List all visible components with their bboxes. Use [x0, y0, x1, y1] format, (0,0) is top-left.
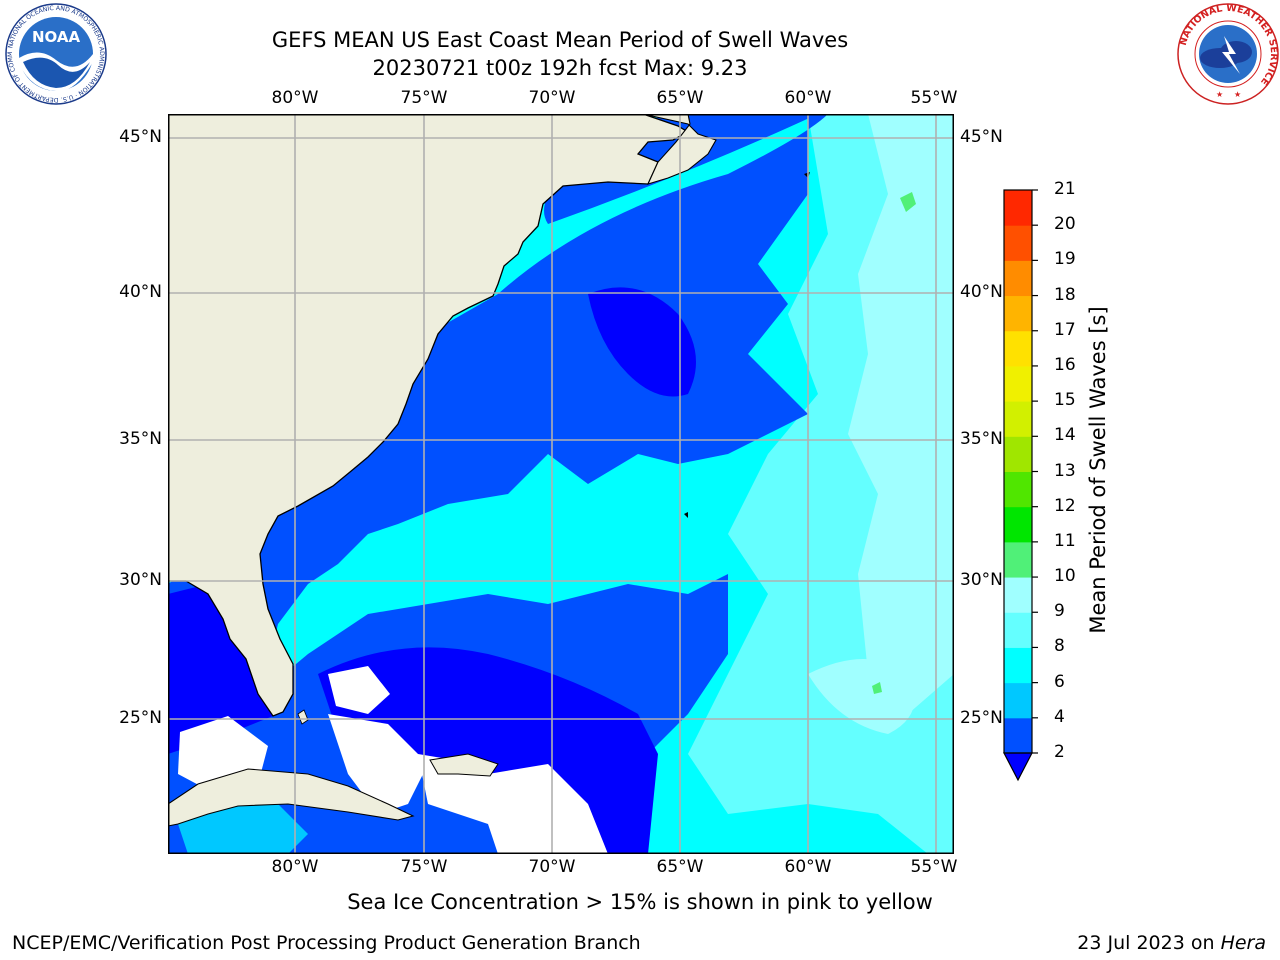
map-frame	[168, 114, 954, 854]
land-bermuda	[684, 512, 688, 518]
run-date-text: 23 Jul 2023 on	[1077, 932, 1221, 954]
run-date: 23 Jul 2023 on Hera	[1077, 932, 1266, 954]
sea-ice-note: Sea Ice Concentration > 15% is shown in …	[347, 890, 933, 914]
colorbar-segment	[1004, 541, 1032, 578]
colorbar-segment	[1004, 260, 1032, 297]
lon-label-bottom: 60°W	[784, 857, 832, 877]
land-bahamas	[297, 709, 309, 725]
colorbar-label: 8	[1054, 636, 1065, 657]
colorbar-title: Mean Period of Swell Waves [s]	[1086, 306, 1110, 634]
ocean-band-2s-gulf	[168, 584, 278, 754]
colorbar-segment	[1004, 682, 1032, 719]
lon-label-top: 65°W	[656, 88, 704, 108]
colorbar	[1003, 189, 1038, 782]
lon-label-bottom: 65°W	[656, 857, 704, 877]
swell-period-map	[168, 114, 954, 854]
masked-area-cuba-north	[328, 714, 428, 814]
lon-label-top: 80°W	[271, 88, 319, 108]
ocean-band-2s-north	[588, 287, 696, 397]
colorbar-label: 9	[1054, 601, 1065, 622]
chart-title: GEFS MEAN US East Coast Mean Period of S…	[271, 28, 849, 52]
lat-label-right: 30°N	[960, 570, 1003, 590]
colorbar-segment	[1004, 436, 1032, 472]
colorbar-segment	[1004, 295, 1032, 332]
lat-label-right: 45°N	[960, 127, 1003, 147]
lon-label-top: 60°W	[784, 88, 832, 108]
lat-label-right: 40°N	[960, 282, 1003, 302]
colorbar-under-arrow	[1003, 752, 1033, 782]
lat-label-right: 35°N	[960, 429, 1003, 449]
colorbar-label: 14	[1054, 425, 1076, 446]
colorbar-segment	[1004, 612, 1032, 648]
colorbar-label: 12	[1054, 495, 1076, 516]
lon-label-bottom: 55°W	[910, 857, 958, 877]
lat-label-left: 25°N	[119, 708, 162, 728]
lon-label-top: 70°W	[528, 88, 576, 108]
colorbar-label: 10	[1054, 566, 1076, 587]
svg-text:★: ★	[1234, 90, 1241, 99]
lat-label-left: 40°N	[119, 282, 162, 302]
colorbar-segment	[1004, 190, 1032, 226]
colorbar-label: 19	[1054, 249, 1076, 270]
noaa-logo: NATIONAL OCEANIC AND ATMOSPHERIC ADMINIS…	[4, 2, 107, 105]
lat-label-right: 25°N	[960, 708, 1003, 728]
colorbar-label: 16	[1054, 354, 1076, 375]
land-cuba	[168, 768, 415, 827]
producer-credit: NCEP/EMC/Verification Post Processing Pr…	[12, 932, 641, 954]
ocean-band-4s-central	[168, 114, 828, 734]
colorbar-label: 15	[1054, 390, 1076, 411]
masked-area-bahamas	[328, 666, 390, 714]
colorbar-label: 20	[1054, 214, 1076, 235]
colorbar-label: 17	[1054, 319, 1076, 340]
lat-label-left: 35°N	[119, 429, 162, 449]
colorbar-label: 4	[1054, 706, 1065, 727]
masked-area-puerto-rico	[488, 764, 608, 854]
colorbar-segment	[1004, 401, 1032, 437]
colorbar-label: 11	[1054, 530, 1076, 551]
ocean-patch-10s-b	[872, 682, 882, 694]
colorbar-segment	[1004, 330, 1032, 367]
svg-text:★: ★	[1216, 90, 1223, 99]
ocean-band-9s	[848, 114, 954, 714]
colorbar-label: 13	[1054, 460, 1076, 481]
ocean-patch-9s	[808, 659, 915, 734]
colorbar-segment	[1004, 471, 1032, 508]
colorbar-segment	[1004, 717, 1032, 754]
lat-label-left: 30°N	[119, 570, 162, 590]
lon-label-bottom: 75°W	[400, 857, 448, 877]
colorbar-segment	[1004, 365, 1032, 402]
host-name: Hera	[1220, 932, 1266, 954]
colorbar-segment	[1004, 506, 1032, 543]
colorbar-label: 18	[1054, 284, 1076, 305]
ocean-patch-10s-a	[900, 192, 916, 212]
colorbar-segment	[1004, 647, 1032, 684]
nws-logo: NATIONAL WEATHER SERVICE ★ ★	[1177, 3, 1279, 105]
lon-label-bottom: 70°W	[528, 857, 576, 877]
lon-label-bottom: 80°W	[271, 857, 319, 877]
land-hispaniola	[429, 753, 499, 777]
colorbar-label: 6	[1054, 671, 1065, 692]
colorbar-label: 21	[1054, 179, 1076, 199]
colorbar-segment	[1004, 225, 1032, 261]
colorbar-segment	[1004, 577, 1032, 613]
lon-label-top: 55°W	[910, 88, 958, 108]
lon-label-top: 75°W	[400, 88, 448, 108]
chart-subtitle: 20230721 t00z 192h fcst Max: 9.23	[372, 56, 748, 80]
lat-label-left: 45°N	[119, 127, 162, 147]
graticule	[168, 114, 954, 854]
colorbar-label: 2	[1054, 742, 1065, 762]
noaa-logo-text: NOAA	[32, 28, 81, 46]
